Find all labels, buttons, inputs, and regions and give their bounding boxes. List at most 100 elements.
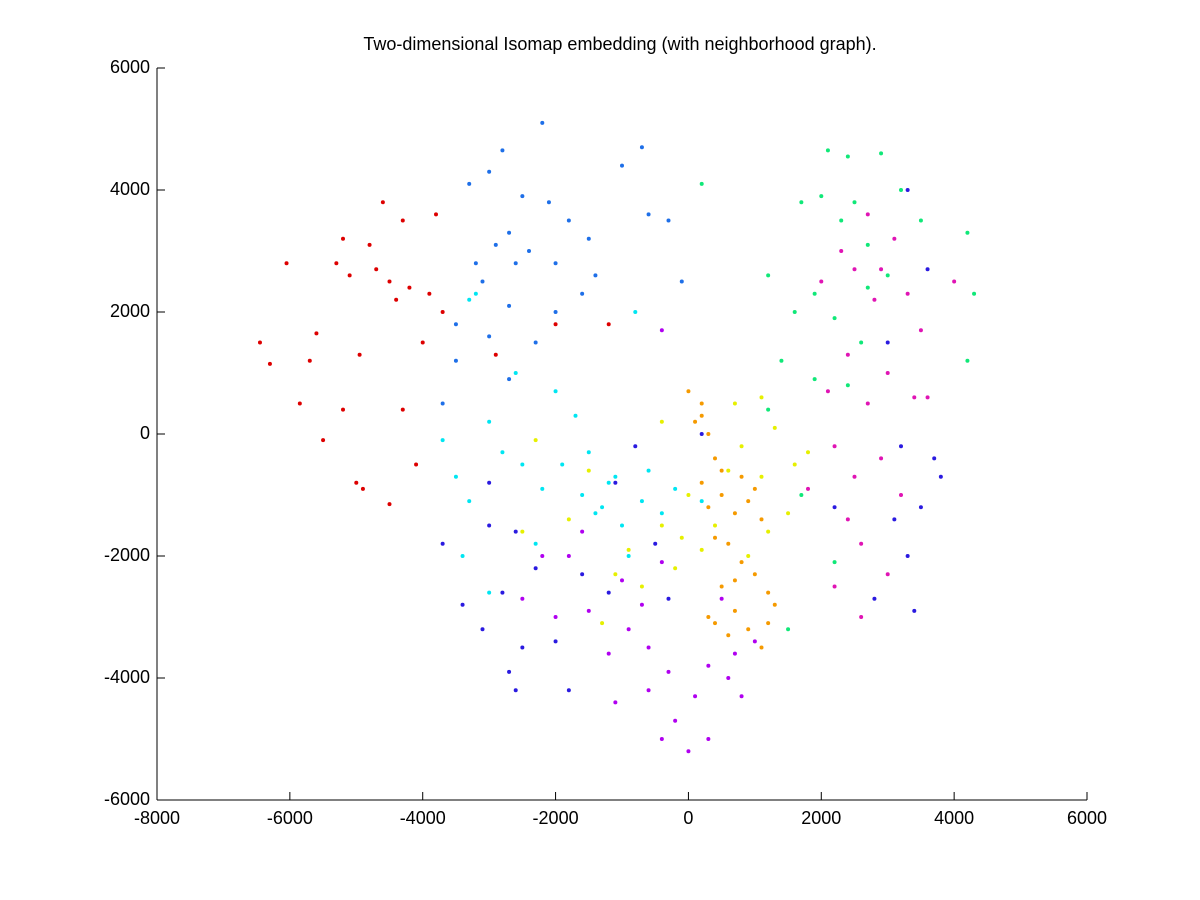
point — [832, 505, 837, 510]
point — [400, 407, 405, 412]
point — [832, 560, 837, 565]
point — [972, 291, 977, 296]
point — [952, 279, 957, 284]
point — [706, 432, 711, 436]
point — [586, 608, 591, 613]
point — [360, 486, 365, 491]
point — [573, 413, 578, 418]
point — [440, 438, 445, 443]
x-tick-label: -2000 — [533, 808, 579, 828]
point — [859, 541, 864, 546]
point — [706, 505, 711, 510]
point — [553, 615, 558, 619]
point — [859, 615, 864, 619]
point — [792, 462, 797, 467]
point — [307, 358, 312, 363]
point — [699, 401, 704, 406]
point — [693, 419, 698, 424]
point — [706, 663, 711, 668]
point — [679, 535, 684, 540]
point — [792, 310, 797, 314]
point — [879, 267, 884, 272]
point — [726, 468, 731, 473]
point — [766, 273, 771, 278]
point — [799, 493, 804, 497]
point — [666, 669, 671, 674]
point — [414, 462, 419, 467]
point — [825, 389, 830, 394]
point — [872, 596, 877, 601]
point — [686, 389, 691, 394]
point — [912, 395, 917, 400]
point — [766, 529, 771, 534]
point — [905, 291, 910, 296]
point — [719, 493, 724, 497]
point — [507, 377, 512, 382]
point — [354, 480, 359, 485]
y-tick-label: -2000 — [104, 545, 150, 565]
point — [566, 688, 571, 693]
point — [513, 688, 518, 693]
point — [759, 645, 764, 650]
y-tick-label: 6000 — [110, 57, 150, 77]
point — [918, 328, 923, 333]
x-tick-label: 6000 — [1067, 808, 1107, 828]
point — [520, 194, 525, 199]
point — [500, 148, 505, 153]
point — [885, 273, 890, 278]
point — [673, 718, 678, 723]
point — [845, 352, 850, 357]
point — [533, 340, 538, 345]
y-tick-label: 0 — [140, 423, 150, 443]
point — [633, 444, 638, 449]
x-tick-label: 2000 — [801, 808, 841, 828]
point — [620, 523, 624, 528]
point — [713, 523, 717, 528]
point — [872, 297, 877, 302]
point — [865, 285, 870, 290]
point — [394, 297, 399, 302]
point — [706, 615, 711, 619]
point — [487, 590, 492, 595]
point — [347, 273, 352, 278]
point — [899, 444, 903, 449]
point — [566, 554, 571, 558]
point — [732, 511, 737, 516]
point — [440, 310, 445, 314]
point — [766, 590, 771, 595]
point — [453, 474, 458, 479]
point — [739, 694, 744, 699]
point — [626, 547, 631, 552]
point — [586, 450, 591, 455]
point — [759, 474, 764, 479]
x-tick-label: 0 — [683, 808, 693, 828]
point — [553, 639, 558, 644]
point — [546, 200, 551, 205]
point — [732, 608, 737, 613]
point — [732, 578, 737, 583]
point — [620, 163, 624, 168]
y-tick-label: 4000 — [110, 179, 150, 199]
point — [706, 737, 711, 741]
point — [719, 468, 724, 473]
point — [357, 352, 362, 357]
point — [832, 584, 837, 589]
point — [440, 401, 445, 406]
point — [560, 462, 565, 467]
point — [918, 218, 923, 223]
point — [832, 444, 837, 449]
point — [812, 291, 817, 296]
point — [487, 419, 492, 424]
point — [267, 361, 272, 366]
point — [925, 395, 930, 400]
point — [467, 499, 472, 504]
point — [885, 340, 890, 345]
point — [713, 535, 717, 540]
point — [646, 468, 651, 473]
point — [806, 486, 810, 491]
point — [666, 218, 671, 223]
point — [659, 737, 664, 741]
point — [739, 560, 744, 565]
point — [646, 212, 651, 217]
point — [759, 395, 764, 400]
